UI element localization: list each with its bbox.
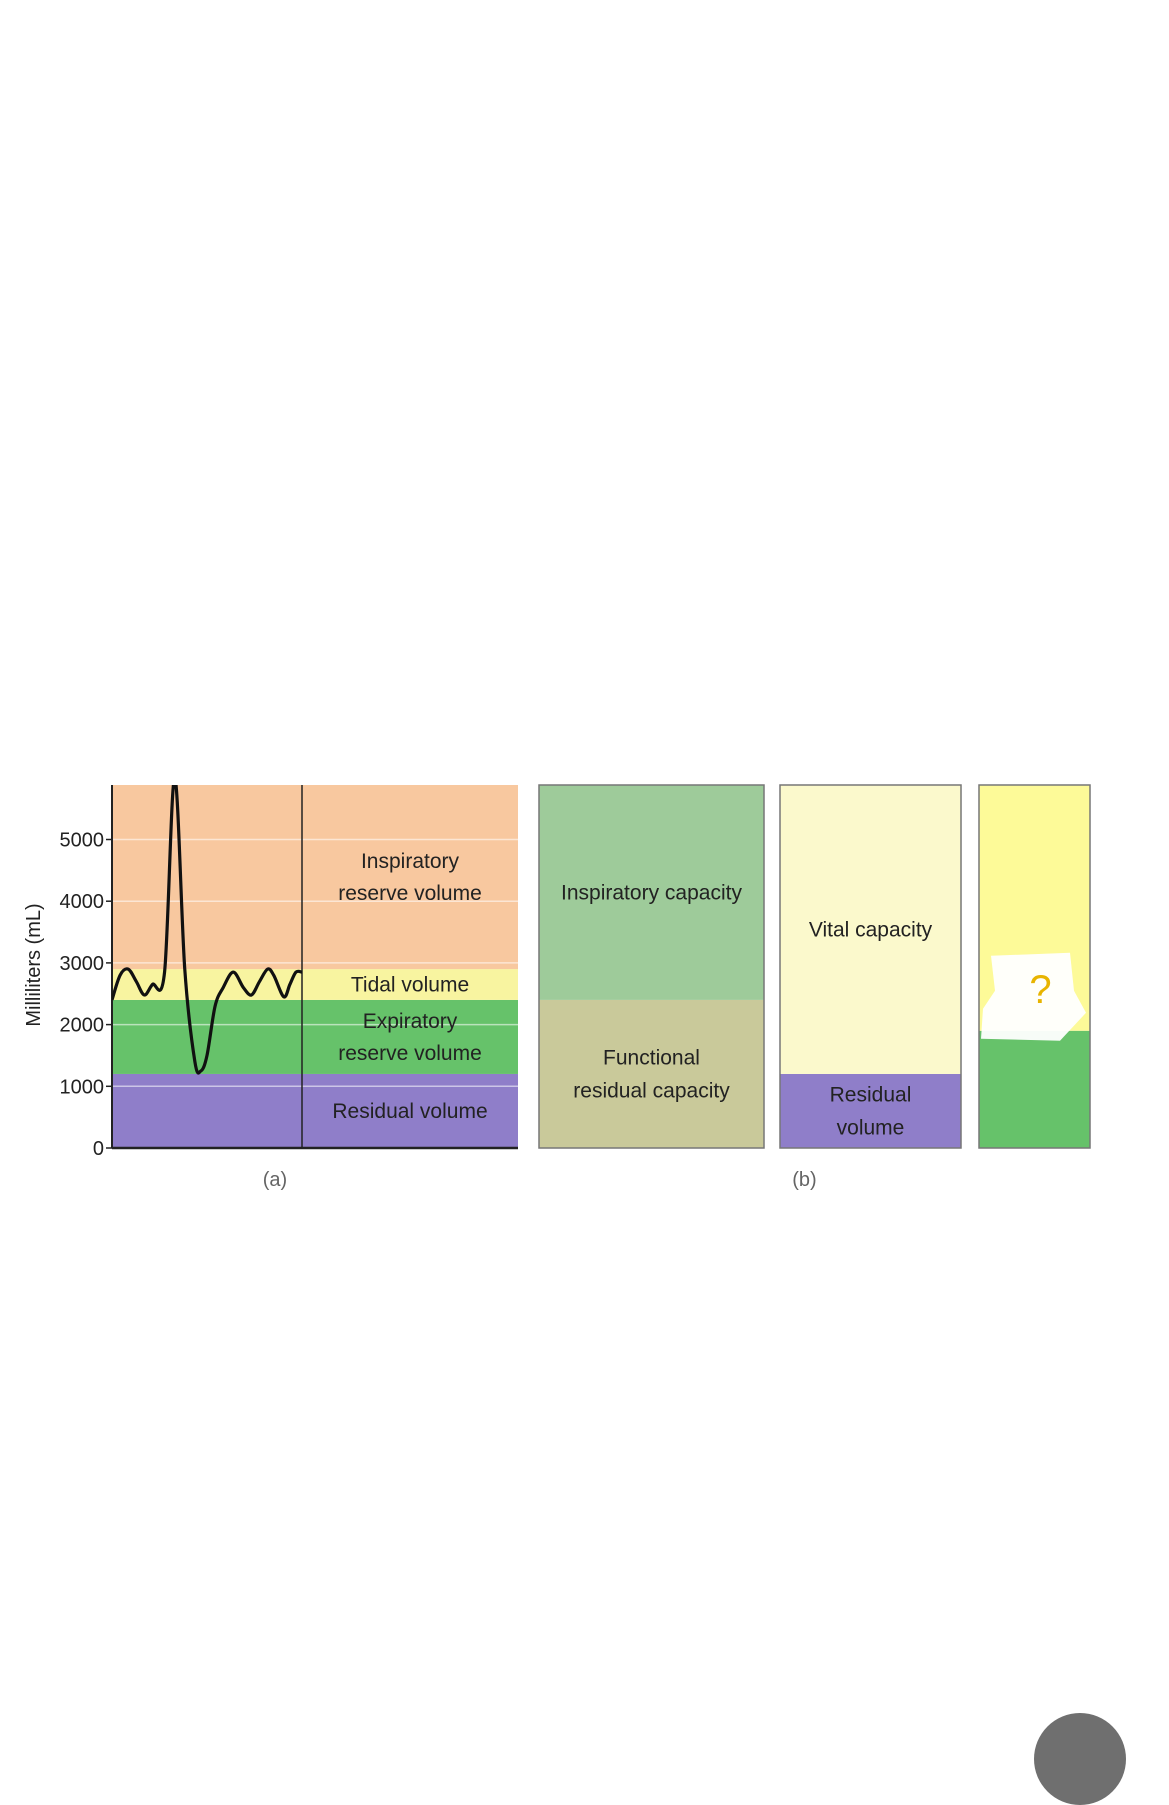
y-tick-label: 5000 xyxy=(60,830,105,852)
volume-label-inspiratory-reserve-volume: Inspiratory xyxy=(361,850,460,873)
lung-volumes-chart: Residual volume Expiratory reserve volume T… xyxy=(23,784,1091,1192)
volume-label-tidal-volume: Tidal volume xyxy=(351,973,469,996)
capacity-segment-col3 xyxy=(979,1030,1090,1148)
panel-label: (b) xyxy=(792,1169,816,1191)
capacity-label-functional-residual-capacity: residual capacity xyxy=(573,1079,730,1102)
capacity-column-frame xyxy=(779,784,962,1149)
labels-layer: Residual volume Expiratory reserve volume T… xyxy=(332,850,1086,1139)
capacity-label-inspiratory-capacity: Inspiratory capacity xyxy=(561,881,742,904)
volume-label-expiratory-reserve-volume: reserve volume xyxy=(338,1042,482,1065)
y-tick-label: 2000 xyxy=(60,1015,105,1037)
floating-action-button[interactable] xyxy=(1034,1713,1126,1805)
erased-area xyxy=(981,952,1086,1041)
capacity-label-residual-volume: volume xyxy=(837,1116,905,1139)
capacity-segment-functional-residual-capacity xyxy=(539,999,764,1148)
capacity-label-vital-capacity: Vital capacity xyxy=(809,918,933,941)
question-mark-annotation: ? xyxy=(1029,968,1051,1012)
trace-layer xyxy=(112,785,303,1075)
y-tick-label: 1000 xyxy=(60,1076,105,1098)
capacity-label-functional-residual-capacity: Functional xyxy=(603,1046,700,1069)
y-tick-label: 3000 xyxy=(60,953,105,975)
y-tick-label: 0 xyxy=(93,1138,104,1160)
capacity-column-frame xyxy=(978,784,1091,1149)
bands-layer xyxy=(112,785,1090,1148)
capacity-column-frame xyxy=(538,784,765,1149)
volume-band-tidal-volume xyxy=(112,969,518,1000)
capacity-segment-inspiratory-capacity xyxy=(539,785,764,1000)
capacity-segment-vital-capacity xyxy=(780,785,961,1074)
spirogram-trace xyxy=(112,785,303,1075)
frames-layer xyxy=(111,784,1091,1150)
volume-label-residual-volume: Residual volume xyxy=(332,1100,487,1123)
panel-label: (a) xyxy=(263,1169,287,1191)
volume-band-expiratory-reserve-volume xyxy=(112,999,518,1074)
y-axis-label: Milliliters (mL) xyxy=(23,903,45,1026)
grid-layer xyxy=(112,838,518,1088)
capacity-segment-residual-volume xyxy=(780,1073,961,1148)
y-tick-label: 4000 xyxy=(60,891,105,913)
volume-label-inspiratory-reserve-volume: reserve volume xyxy=(338,882,482,905)
volume-label-expiratory-reserve-volume: Expiratory xyxy=(363,1010,458,1033)
capacity-label-residual-volume: Residual xyxy=(830,1083,912,1106)
axis-layer: Milliliters (mL) 0 1000 2000 3000 4000 5000 (a… xyxy=(23,830,817,1192)
